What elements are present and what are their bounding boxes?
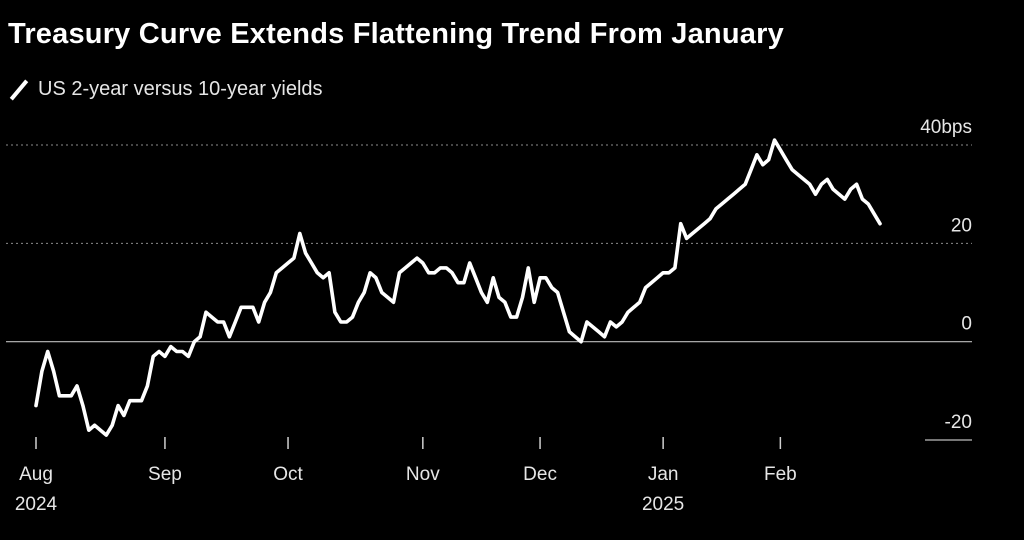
legend-label: US 2-year versus 10-year yields [38, 78, 323, 100]
x-tick-year-label: 2024 [15, 494, 58, 515]
chart-title: Treasury Curve Extends Flattening Trend … [8, 18, 784, 50]
y-tick-label: 40bps [920, 117, 972, 138]
x-tick-label: Nov [406, 464, 440, 485]
x-tick-label: Dec [523, 464, 557, 485]
x-tick-label: Aug [19, 464, 53, 485]
legend: US 2-year versus 10-year yields [8, 78, 323, 101]
series-layer [34, 138, 882, 437]
y-tick-label: -20 [945, 412, 972, 433]
y-tick-label: 20 [951, 215, 972, 236]
x-tick-year-label: 2025 [642, 494, 684, 515]
x-tick-label: Feb [764, 464, 797, 485]
series-line-us-2y-10y [34, 138, 882, 437]
x-tick-label: Oct [273, 464, 303, 485]
x-tick-label: Sep [148, 464, 182, 485]
grid-lines [6, 144, 972, 441]
x-axis: Aug 2024 Sep Oct Nov Dec Jan 2025 Feb [15, 437, 797, 515]
x-tick-label: Jan [648, 464, 679, 485]
y-axis-labels: 40bps 20 0 -20 [920, 117, 972, 433]
y-tick-label: 0 [961, 314, 972, 335]
